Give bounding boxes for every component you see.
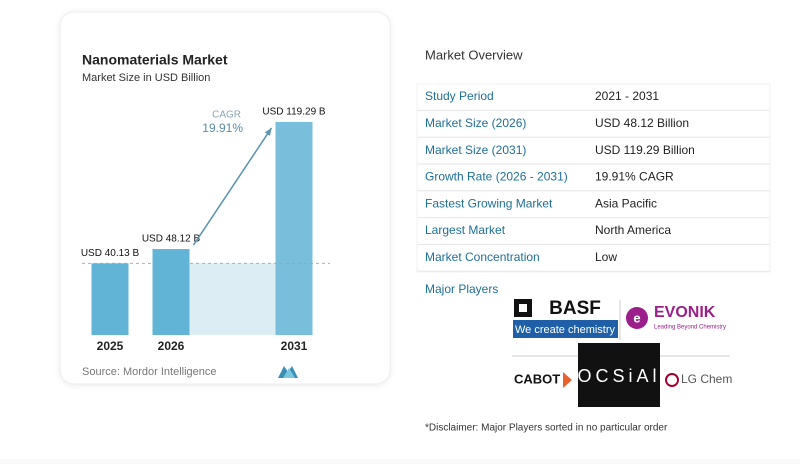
- player-tagline: We create chemistry: [515, 324, 616, 336]
- overview: Market Overview Major Players BASF We cr…: [416, 47, 771, 434]
- lg-mark: [665, 373, 679, 387]
- row-key: Growth Rate (2026 - 2031): [425, 170, 568, 184]
- row-value: 19.91% CAGR: [595, 170, 674, 184]
- chart-title: Nanomaterials Market: [82, 52, 228, 68]
- overview-title: Market Overview: [425, 47, 523, 62]
- x-tick-label: 2026: [158, 339, 185, 353]
- player-name: EVONIK: [654, 304, 716, 321]
- cagr-arrowhead: [264, 127, 272, 136]
- basf-mark-inner: [519, 304, 527, 312]
- row-value: 2021 - 2031: [595, 89, 659, 103]
- bar: [152, 249, 190, 335]
- chart: Nanomaterials Market Market Size in USD …: [81, 52, 330, 378]
- bar: [91, 263, 129, 335]
- value-label: USD 119.29 B: [262, 107, 326, 118]
- row-value: Low: [595, 250, 617, 264]
- row-key: Study Period: [425, 89, 494, 103]
- player-name: LG Chem: [681, 372, 732, 386]
- table-band: [416, 83, 771, 273]
- row-value: USD 119.29 Billion: [595, 143, 695, 157]
- row-key: Fastest Growing Market: [425, 196, 553, 210]
- bar: [275, 121, 313, 335]
- ocsial-box: [578, 343, 660, 407]
- row-key: Market Size (2031): [425, 143, 526, 157]
- player-tagline: Leading Beyond Chemistry: [654, 325, 726, 331]
- evonik-mark: [626, 307, 648, 329]
- chart-subtitle: Market Size in USD Billion: [82, 72, 210, 84]
- disclaimer: *Disclaimer: Major Players sorted in no …: [425, 423, 668, 434]
- row-key: Largest Market: [425, 223, 506, 237]
- player-name: BASF: [549, 298, 601, 319]
- cagr-arrow: [192, 127, 273, 246]
- row-key: Market Concentration: [425, 250, 540, 264]
- row-value: USD 48.12 Billion: [595, 116, 689, 130]
- row-key: Market Size (2026): [425, 116, 526, 130]
- row-value: Asia Pacific: [595, 196, 657, 210]
- basf-band: [513, 320, 618, 338]
- players-label: Major Players: [425, 282, 498, 296]
- cabot-mark: [563, 372, 572, 388]
- cagr-label: CAGR: [212, 110, 241, 121]
- evonik-mark-e: e: [633, 310, 640, 325]
- cagr-value: 19.91%: [202, 121, 243, 135]
- logo: [278, 366, 298, 378]
- row-value: North America: [595, 223, 671, 237]
- source: Source: Mordor Intelligence: [82, 366, 217, 378]
- value-label: USD 48.12 B: [142, 234, 201, 245]
- value-label: USD 40.13 B: [81, 248, 140, 259]
- x-tick-label: 2025: [97, 339, 124, 353]
- player-name: CABOT: [514, 371, 560, 386]
- player-name: OCSiAl: [577, 366, 660, 386]
- x-tick-label: 2031: [281, 339, 308, 353]
- growth-area: [189, 263, 276, 335]
- basf-top: [513, 297, 618, 319]
